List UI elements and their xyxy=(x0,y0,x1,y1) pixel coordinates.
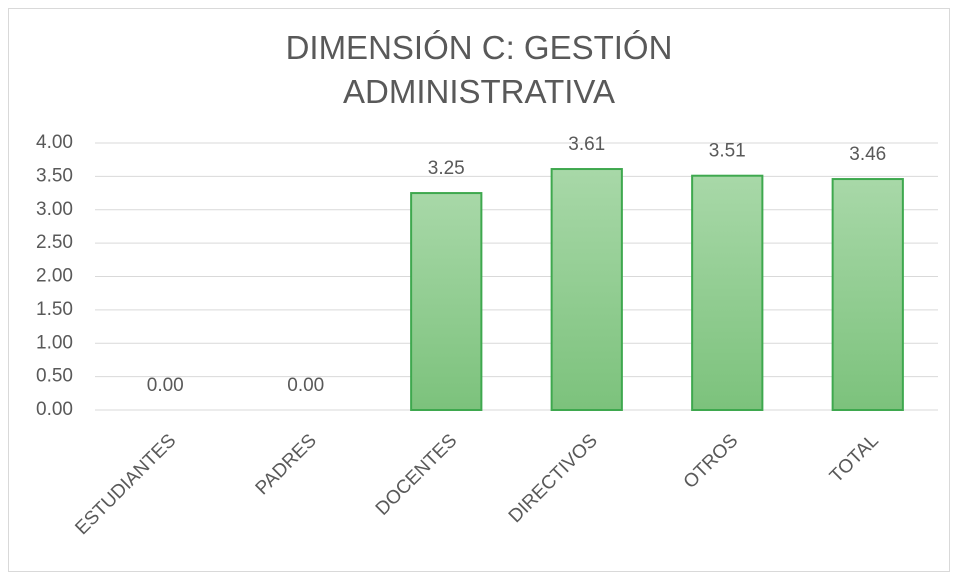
data-label: 3.46 xyxy=(849,144,886,165)
y-tick-label: 0.50 xyxy=(36,366,73,387)
y-tick-label: 1.50 xyxy=(36,299,73,320)
data-label: 3.61 xyxy=(568,134,605,155)
y-tick-label: 2.50 xyxy=(36,232,73,253)
chart-title: DIMENSIÓN C: GESTIÓN ADMINISTRATIVA xyxy=(285,29,673,110)
data-label: 0.00 xyxy=(147,375,184,396)
bar xyxy=(550,168,623,411)
y-tick-label: 3.00 xyxy=(36,199,73,220)
y-tick-label: 4.00 xyxy=(36,132,73,153)
data-label: 3.51 xyxy=(709,141,746,162)
data-label: 3.25 xyxy=(428,158,465,179)
data-label: 0.00 xyxy=(287,375,324,396)
bar xyxy=(691,174,764,411)
y-tick-label: 3.50 xyxy=(36,165,73,186)
y-tick-label: 2.00 xyxy=(36,266,73,287)
y-tick-label: 1.00 xyxy=(36,332,73,353)
bar xyxy=(410,192,483,411)
y-tick-label: 0.00 xyxy=(36,399,73,420)
bar xyxy=(831,178,904,411)
